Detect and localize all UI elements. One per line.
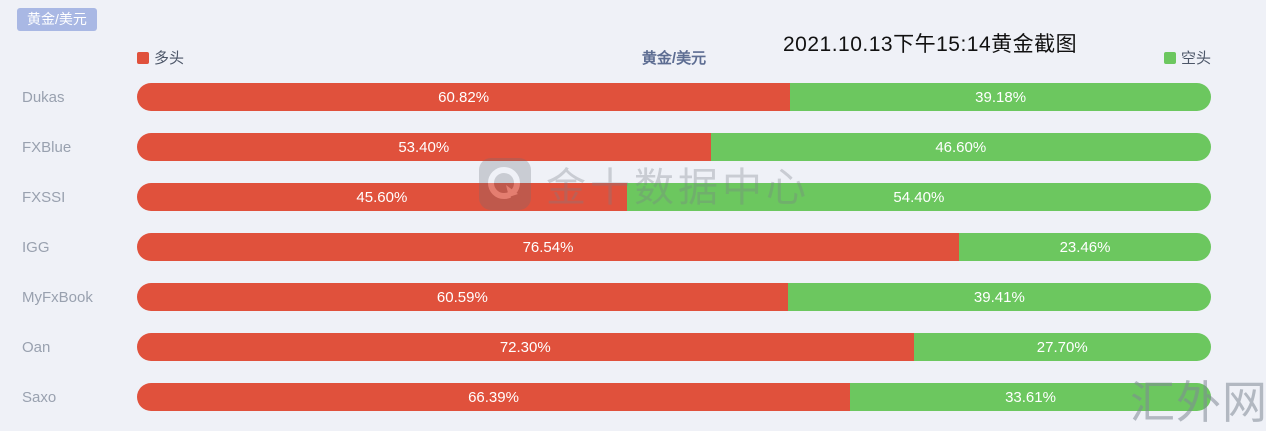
sentiment-bar: 76.54% 23.46% [137,233,1211,261]
pair-badge[interactable]: 黄金/美元 [17,8,97,31]
sentiment-bar: 53.40% 46.60% [137,133,1211,161]
category-label: FXBlue [22,138,72,156]
short-value-label: 46.60% [935,138,987,156]
category-label: Saxo [22,388,57,406]
long-segment: 53.40% [137,133,711,161]
legend-item-short[interactable]: 空头 [1163,47,1211,68]
category-label: Dukas [22,88,65,106]
long-segment: 72.30% [137,333,914,361]
short-value-label: 33.61% [1005,388,1056,406]
chart-title: 黄金/美元 [641,50,707,67]
short-value-label: 23.46% [1059,238,1111,256]
long-segment: 60.82% [137,83,791,111]
bar-row: Dukas 60.82% 39.18% [0,83,1266,111]
short-value-label: 39.41% [973,288,1025,306]
long-swatch-icon [137,51,149,64]
legend-row: 多头 黄金/美元 空头 [137,47,1211,67]
category-label: Oan [22,338,51,356]
short-segment: 54.40% [626,183,1211,211]
short-segment: 39.41% [787,283,1211,311]
legend-label-short: 空头 [1180,50,1211,67]
legend-label-long: 多头 [154,50,185,67]
category-label: MyFxBook [22,288,93,306]
sentiment-bar: 60.82% 39.18% [137,83,1211,111]
sentiment-bar: 60.59% 39.41% [137,283,1211,311]
long-segment: 60.59% [137,283,788,311]
long-value-label: 72.30% [499,338,551,356]
short-segment: 39.18% [790,83,1211,111]
long-value-label: 60.59% [436,288,488,306]
short-segment: 33.61% [850,383,1211,411]
long-value-label: 60.82% [438,88,490,106]
bar-row: IGG 76.54% 23.46% [0,233,1266,261]
short-segment: 23.46% [959,233,1211,261]
long-segment: 45.60% [137,183,627,211]
long-value-label: 45.60% [356,188,408,206]
bar-row: MyFxBook 60.59% 39.41% [0,283,1266,311]
short-value-label: 27.70% [1036,338,1088,356]
bar-row: FXSSI 45.60% 54.40% [0,183,1266,211]
long-value-label: 66.39% [468,388,519,406]
screenshot-datetime-title: 2021.10.13下午15:14黄金截图 [783,33,1078,56]
long-segment: 66.39% [137,383,851,411]
short-value-label: 54.40% [893,188,945,206]
short-value-label: 39.18% [975,88,1027,106]
short-segment: 46.60% [710,133,1211,161]
sentiment-bar: 72.30% 27.70% [137,333,1211,361]
category-label: IGG [22,238,50,256]
short-swatch-icon [1163,51,1176,64]
category-label: FXSSI [22,188,66,206]
bar-row: Saxo 66.39% 33.61% [0,383,1266,411]
long-segment: 76.54% [137,233,960,261]
sentiment-bar: 45.60% 54.40% [137,183,1211,211]
bar-row: FXBlue 53.40% 46.60% [0,133,1266,161]
sentiment-bar: 66.39% 33.61% [137,383,1211,411]
bar-row: Oan 72.30% 27.70% [0,333,1266,361]
legend-item-long[interactable]: 多头 [137,47,184,68]
long-value-label: 53.40% [398,138,450,156]
short-segment: 27.70% [913,333,1211,361]
long-value-label: 76.54% [522,238,574,256]
